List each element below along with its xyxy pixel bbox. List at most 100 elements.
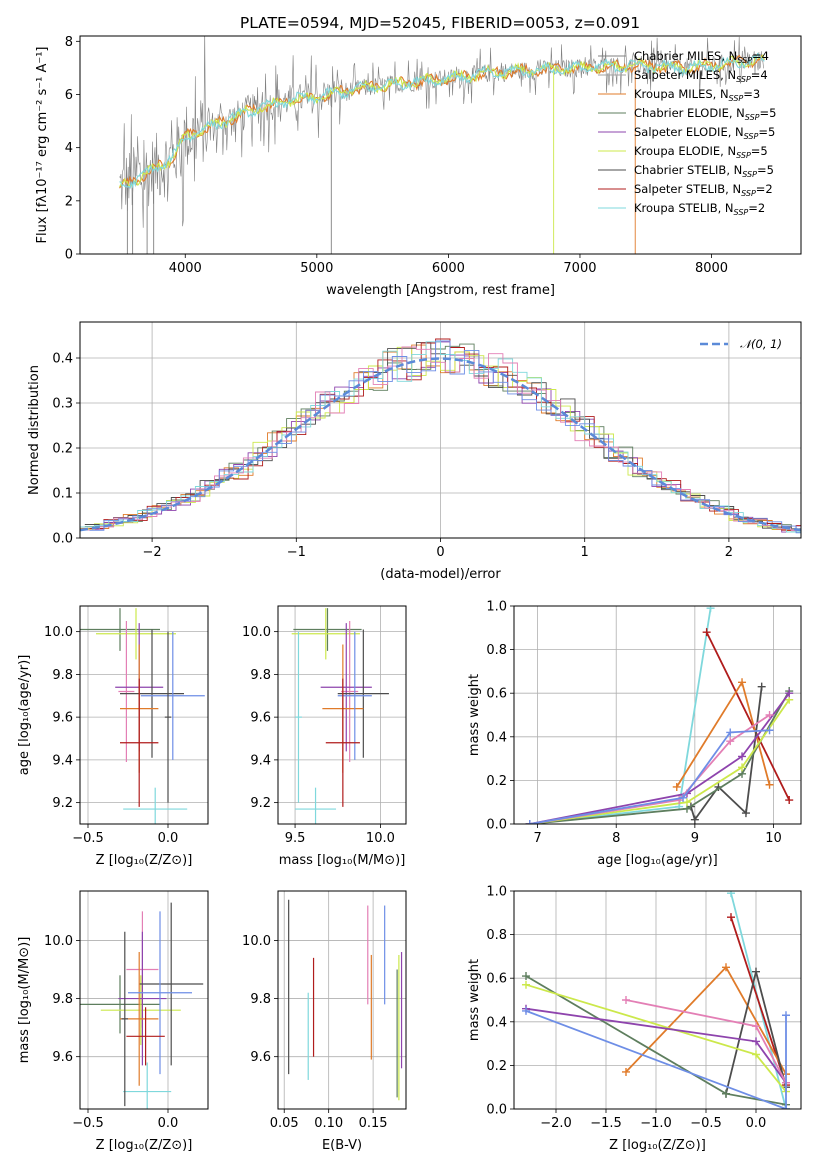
weight-vs-Z-xtick-label: −0.5 [690,1116,722,1131]
weight-vs-Z-ytick-label: 1.0 [486,885,507,900]
weight-point-marker [782,1105,790,1109]
mass-vs-EBV-ytick-label: 9.8 [250,992,271,1007]
weight-point-marker [682,798,691,807]
age-vs-mass-ytick-label: 9.2 [250,796,271,811]
age-vs-Z-ytick-label: 10.0 [44,625,73,640]
weight-series-line [529,699,790,824]
age-vs-mass-axes: 9.5 10.0 9.2 9.4 9.6 9.8 10.0 mass [log₁₀(M/M⊙)… [242,606,406,868]
legend-sub: SSP [744,132,759,141]
residuals-ytick-label: 0.3 [52,397,73,412]
age-vs-Z-ytick-label: 9.8 [52,668,73,683]
weight-series-line [705,631,791,801]
weight-point-marker [727,891,735,898]
residuals-ytick-label: 0.2 [52,442,73,457]
weight-vs-Z-plot-area [522,891,790,1109]
residuals-xtick-label: 0 [436,545,444,560]
spectrum-frame [79,35,802,255]
legend-entry: Chabrier MILES, NSSP=4 [634,49,769,65]
mass-vs-Z-xtick-label: 0.0 [158,1116,179,1131]
spectrum-xtick-label: 5000 [300,261,333,276]
spectrum-ytick-label: 4 [65,141,73,156]
legend-label: Chabrier STELIB, N [634,163,742,177]
legend-label: Kroupa ELODIE, N [634,144,736,158]
weight-point-marker [738,763,747,772]
mass-vs-Z-ytick-label: 10.0 [44,934,73,949]
weight-vs-Z-xlabel: Z [log₁₀(Z/Z⊙)] [609,1138,706,1153]
legend-label: Kroupa MILES, N [634,87,729,101]
mass-vs-EBV-xlabel: E(B-V) [322,1138,362,1153]
legend-entry: Chabrier STELIB, NSSP=5 [634,163,774,179]
weight-vs-Z-ytick-label: 0.8 [486,928,507,943]
weight-vs-age-frame [513,605,802,825]
weight-vs-Z-ytick-label: 0.0 [486,1103,507,1118]
weight-point-marker [722,1089,730,1098]
age-vs-Z-ytick-label: 9.6 [52,711,73,726]
weight-vs-age-axes: 7 8 9 10 0.0 0.2 0.4 0.6 0.8 1.0 age [log₁₀(age/yr… [467,600,801,868]
mass-vs-Z-ytick-label: 9.8 [52,992,73,1007]
residuals-axes: −2 −1 0 1 2 0.0 0.1 0.2 0.3 0.4 (data-model)/error… [27,322,801,582]
weight-vs-Z-ylabel: mass weight [467,959,482,1041]
weight-point-marker [622,1067,630,1076]
residuals-ytick-label: 0.0 [52,532,73,547]
weight-vs-Z-ytick-label: 0.2 [486,1059,507,1074]
weight-point-marker [738,752,747,761]
mass-vs-Z-axes: −0.5 0.0 9.6 9.8 10.0 Z [log₁₀(Z/Z⊙)] mass [lo… [17,891,208,1153]
spectrum-axes: 4000 5000 6000 7000 8000 0 2 4 6 8 wavelength [Ang… [35,35,728,298]
age-vs-mass-ytick-label: 9.6 [250,711,271,726]
age-vs-Z-xtick-label: −0.5 [72,831,104,846]
age-vs-mass-xtick-label: 9.5 [285,831,306,846]
weight-point-marker [702,628,711,637]
weight-vs-age-ytick-label: 0.6 [486,687,507,702]
weight-point-marker [752,1022,760,1031]
spectrum-ytick-label: 2 [65,194,73,209]
weight-point-marker [741,809,750,818]
legend-value: =2 [748,201,765,215]
weight-point-marker [765,726,774,735]
legend-sub: SSP [736,75,751,84]
legend-value: =5 [751,144,768,158]
residuals-plot-area [80,338,801,534]
weight-vs-Z-xtick-label: 0.0 [746,1116,767,1131]
weight-vs-age-ytick-label: 0.8 [486,643,507,658]
age-vs-mass-ytick-label: 9.8 [250,668,271,683]
residuals-xtick-label: −1 [287,545,306,560]
mass-vs-EBV-axes: 0.05 0.10 0.15 9.6 9.8 10.0 E(B-V) [242,891,406,1153]
legend-value: =5 [758,125,775,139]
residual-histogram-step [84,346,801,531]
spectrum-xlabel: wavelength [Angstrom, rest frame] [326,283,555,298]
residuals-xtick-label: 1 [581,545,589,560]
age-vs-Z-grid [80,606,208,824]
legend-entry: Chabrier ELODIE, NSSP=5 [634,106,776,122]
spectrum-xtick-label: 6000 [432,261,465,276]
weight-vs-age-plot-area [525,606,794,824]
spectrum-plot-area [119,36,765,254]
legend-value: =2 [756,182,773,196]
residuals-ylabel: Normed distribution [27,365,42,495]
legend-value: =4 [751,68,768,82]
weight-point-marker [757,682,766,691]
weight-vs-age-ytick-label: 0.0 [486,818,507,833]
weight-point-marker [679,793,688,802]
mass-vs-EBV-xtick-label: 0.10 [314,1116,343,1131]
legend-value: =3 [743,87,760,101]
residuals-frame [79,321,802,539]
legend-value: =5 [760,106,777,120]
age-vs-mass-xlabel: mass [log₁₀(M/M⊙)] [279,853,406,868]
age-vs-mass-xtick-label: 10.0 [366,831,395,846]
legend-label: Chabrier MILES, N [634,49,737,63]
weight-point-marker [525,820,534,824]
age-vs-mass-grid [278,606,406,824]
residuals-xtick-label: −2 [143,545,162,560]
gaussian-curve [80,357,801,532]
spectrum-ytick-label: 6 [65,88,73,103]
weight-point-marker [522,972,530,981]
weight-point-marker [706,606,715,613]
legend-value: =4 [752,49,769,63]
mass-vs-Z-frame [79,890,209,1110]
weight-series-line [525,1010,787,1109]
age-vs-Z-ytick-label: 9.2 [52,796,73,811]
residuals-xlabel: (data-model)/error [380,567,501,582]
weight-series-line [529,608,712,824]
residuals-ytick-label: 0.1 [52,487,73,502]
spectrum-ylabel: Flux [fλ10⁻¹⁷ erg cm⁻² s⁻¹ A⁻¹] [35,47,50,244]
